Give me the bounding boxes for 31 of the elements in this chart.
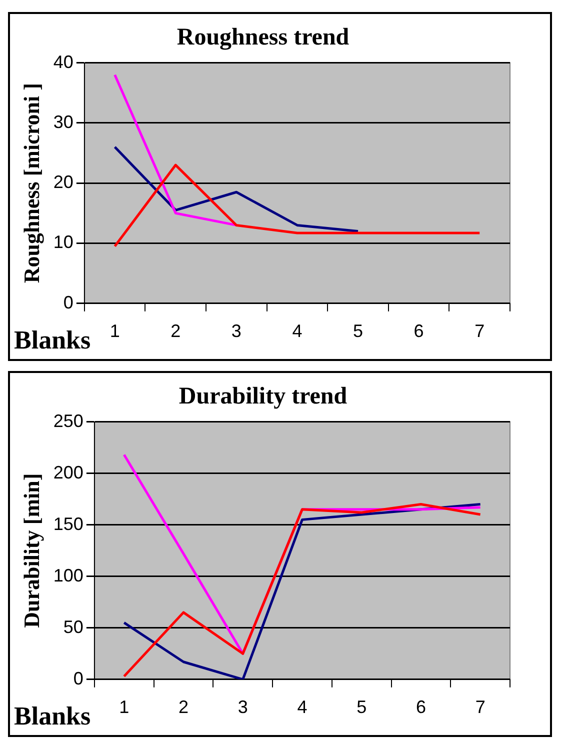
x-axis-title: Blanks <box>14 326 91 355</box>
y-tick-label: 250 <box>53 410 84 431</box>
y-tick-label: 50 <box>63 616 84 637</box>
y-axis-title: Durability [min] <box>18 473 44 628</box>
x-tick-label: 5 <box>356 697 367 718</box>
x-tick-label: 4 <box>297 697 308 718</box>
y-tick-label: 30 <box>53 112 74 132</box>
x-tick-label: 1 <box>119 697 130 718</box>
y-tick-label: 200 <box>53 462 84 482</box>
y-tick-label: 150 <box>53 514 84 534</box>
y-axis-title: Roughness [microni ] <box>18 83 44 284</box>
chart-title: Roughness trend <box>176 24 350 51</box>
y-tick-label: 0 <box>73 668 84 688</box>
x-tick-label: 6 <box>416 697 426 718</box>
y-tick-label: 20 <box>53 172 74 192</box>
y-tick-label: 10 <box>53 232 74 252</box>
x-tick-label: 3 <box>238 697 248 718</box>
x-tick-label: 2 <box>178 697 188 718</box>
x-tick-label: 1 <box>110 321 120 342</box>
x-tick-label: 7 <box>475 697 486 718</box>
chart-title: Durability trend <box>178 384 348 410</box>
x-tick-label: 7 <box>474 321 485 342</box>
y-tick-label: 40 <box>53 52 74 72</box>
x-tick-label: 5 <box>353 321 364 342</box>
y-tick-label: 100 <box>53 565 84 586</box>
x-tick-label: 6 <box>414 321 424 342</box>
x-tick-label: 3 <box>231 321 242 342</box>
y-tick-label: 0 <box>63 292 74 312</box>
x-tick-label: 4 <box>292 321 302 342</box>
x-tick-label: 2 <box>170 321 181 342</box>
x-axis-title: Blanks <box>14 702 91 731</box>
